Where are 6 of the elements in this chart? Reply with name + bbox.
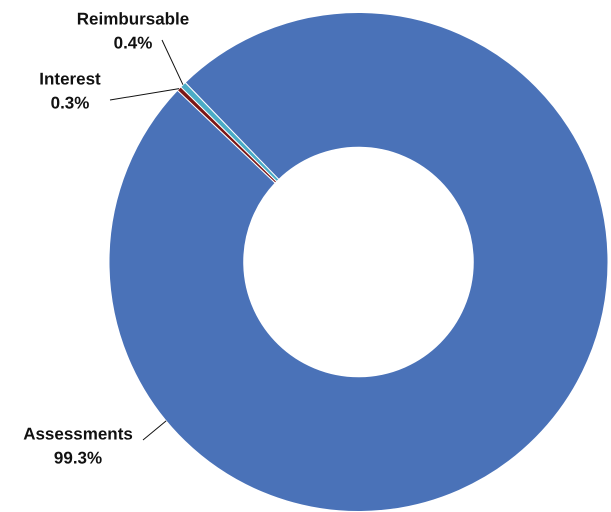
slice-label: Interest (39, 70, 102, 89)
data-label: 0.4% (114, 34, 152, 53)
data-label: 99.3% (54, 448, 102, 468)
slice-label: Assessments (23, 424, 133, 444)
data-label: 0.3% (50, 94, 90, 113)
slice-label: Reimbursable (76, 10, 190, 29)
